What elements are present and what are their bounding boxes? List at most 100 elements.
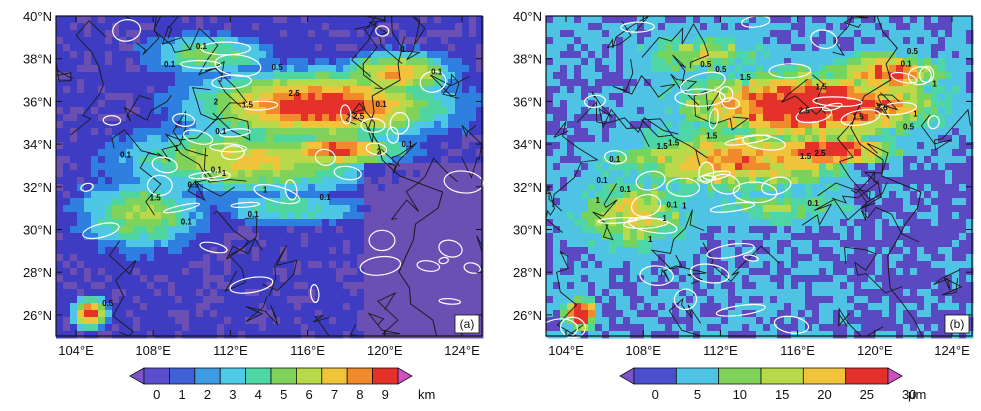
field-cell	[889, 79, 897, 87]
field-cell	[252, 121, 260, 129]
field-cell	[469, 240, 477, 248]
field-cell	[161, 268, 169, 276]
field-cell	[630, 128, 638, 136]
field-cell	[812, 37, 820, 45]
field-cell	[903, 72, 911, 80]
field-cell	[112, 142, 120, 150]
field-cell	[784, 114, 792, 122]
field-cell	[826, 114, 834, 122]
field-cell	[938, 240, 946, 248]
field-cell	[938, 51, 946, 59]
field-cell	[189, 149, 197, 157]
field-cell	[777, 23, 785, 31]
field-cell	[133, 149, 141, 157]
field-cell	[189, 65, 197, 73]
field-cell	[630, 191, 638, 199]
field-cell	[245, 240, 253, 248]
field-cell	[273, 72, 281, 80]
field-cell	[301, 142, 309, 150]
field-cell	[224, 65, 232, 73]
field-cell	[119, 226, 127, 234]
field-cell	[784, 93, 792, 101]
field-cell	[168, 324, 176, 332]
field-cell	[210, 289, 218, 297]
field-cell	[63, 128, 71, 136]
field-cell	[882, 205, 890, 213]
field-cell	[952, 65, 960, 73]
field-cell	[763, 100, 771, 108]
field-cell	[721, 79, 729, 87]
field-cell	[252, 205, 260, 213]
field-cell	[168, 23, 176, 31]
field-cell	[112, 58, 120, 66]
field-cell	[357, 23, 365, 31]
field-cell	[294, 268, 302, 276]
field-cell	[105, 205, 113, 213]
field-cell	[595, 226, 603, 234]
field-cell	[154, 212, 162, 220]
field-cell	[399, 121, 407, 129]
field-cell	[756, 51, 764, 59]
field-cell	[210, 212, 218, 220]
field-cell	[336, 177, 344, 185]
field-cell	[266, 100, 274, 108]
field-cell	[315, 163, 323, 171]
field-cell	[658, 149, 666, 157]
field-cell	[56, 310, 64, 318]
field-cell	[812, 135, 820, 143]
field-cell	[742, 219, 750, 227]
field-cell	[903, 107, 911, 115]
field-cell	[63, 23, 71, 31]
field-cell	[819, 142, 827, 150]
field-cell	[574, 135, 582, 143]
field-cell	[679, 58, 687, 66]
field-cell	[168, 51, 176, 59]
field-cell	[938, 177, 946, 185]
field-cell	[413, 51, 421, 59]
field-cell	[910, 170, 918, 178]
field-cell	[609, 163, 617, 171]
field-cell	[161, 135, 169, 143]
field-cell	[105, 282, 113, 290]
field-cell	[896, 23, 904, 31]
field-cell	[637, 128, 645, 136]
field-cell	[140, 86, 148, 94]
field-cell	[175, 303, 183, 311]
field-cell	[462, 184, 470, 192]
field-cell	[119, 254, 127, 262]
field-cell	[959, 156, 967, 164]
field-cell	[588, 170, 596, 178]
field-cell	[217, 317, 225, 325]
field-cell	[91, 51, 99, 59]
colorbar-segment	[321, 367, 348, 385]
field-cell	[938, 191, 946, 199]
field-cell	[329, 198, 337, 206]
field-cell	[161, 282, 169, 290]
field-cell	[238, 205, 246, 213]
field-cell	[770, 205, 778, 213]
field-cell	[266, 331, 274, 339]
field-cell	[147, 254, 155, 262]
field-cell	[294, 303, 302, 311]
colorbar-tick-label: 5	[280, 387, 287, 402]
field-cell	[819, 51, 827, 59]
field-cell	[840, 65, 848, 73]
field-cell	[966, 51, 974, 59]
field-cell	[749, 86, 757, 94]
field-cell	[427, 282, 435, 290]
field-cell	[679, 37, 687, 45]
field-cell	[847, 79, 855, 87]
field-cell	[140, 128, 148, 136]
field-cell	[581, 44, 589, 52]
field-cell	[175, 324, 183, 332]
field-cell	[364, 114, 372, 122]
field-cell	[336, 107, 344, 115]
field-cell	[126, 156, 134, 164]
field-cell	[77, 331, 85, 339]
field-cell	[861, 233, 869, 241]
field-cell	[861, 65, 869, 73]
field-cell	[224, 44, 232, 52]
field-cell	[672, 240, 680, 248]
field-cell	[105, 331, 113, 339]
field-cell	[595, 170, 603, 178]
